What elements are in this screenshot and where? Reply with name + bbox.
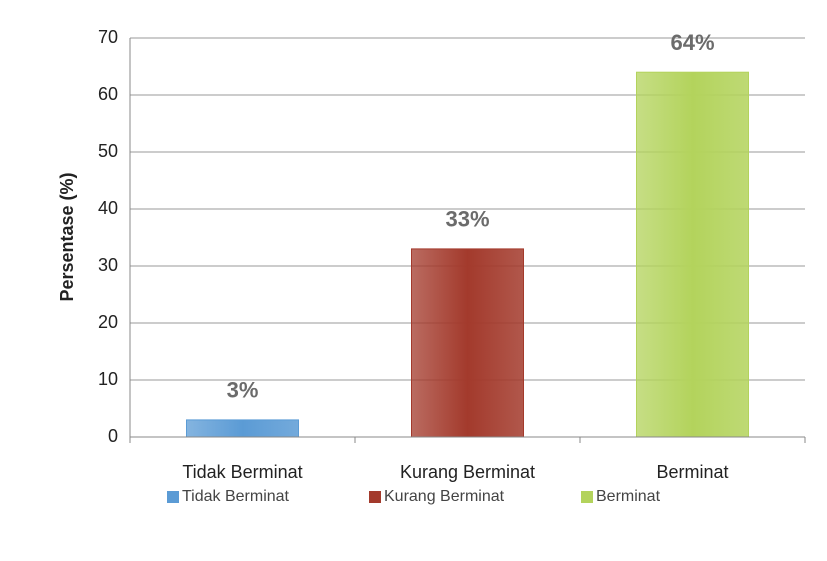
y-axis-label: Persentase (%) — [57, 172, 77, 301]
y-tick-label: 50 — [98, 141, 118, 161]
legend-label: Tidak Berminat — [182, 488, 290, 505]
bar — [186, 419, 299, 438]
x-tick-label: Tidak Berminat — [182, 462, 302, 482]
legend-label: Berminat — [596, 488, 661, 505]
y-tick-label: 40 — [98, 198, 118, 218]
legend-swatch — [167, 491, 179, 503]
y-tick-label: 60 — [98, 84, 118, 104]
legend-swatch — [369, 491, 381, 503]
value-label: 3% — [227, 378, 259, 403]
y-tick-label: 20 — [98, 312, 118, 332]
y-tick-label: 0 — [108, 426, 118, 446]
legend-label: Kurang Berminat — [384, 488, 505, 505]
bar — [636, 71, 749, 438]
y-tick-label: 10 — [98, 369, 118, 389]
legend-swatch — [581, 491, 593, 503]
x-tick-label: Berminat — [656, 462, 728, 482]
x-tick-label: Kurang Berminat — [400, 462, 535, 482]
y-tick-label: 30 — [98, 255, 118, 275]
bar — [411, 248, 524, 438]
value-label: 33% — [445, 207, 489, 232]
value-label: 64% — [670, 30, 714, 55]
y-tick-label: 70 — [98, 27, 118, 47]
